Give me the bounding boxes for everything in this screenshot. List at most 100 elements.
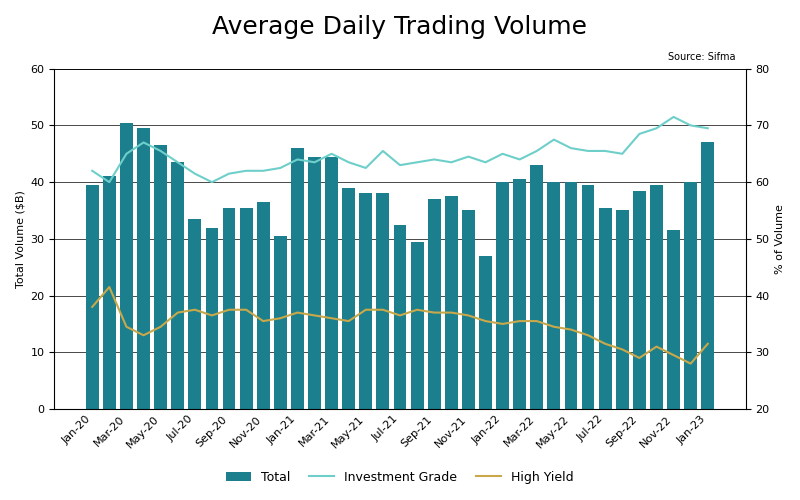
Legend: Total, Investment Grade, High Yield: Total, Investment Grade, High Yield	[222, 466, 578, 489]
Bar	[342, 188, 355, 409]
Bar	[650, 185, 663, 409]
Investment Grade	[549, 136, 558, 142]
Investment Grade	[669, 114, 678, 120]
High Yield	[412, 306, 422, 312]
High Yield	[549, 324, 558, 330]
Investment Grade	[224, 170, 234, 176]
High Yield	[463, 312, 473, 318]
Investment Grade	[138, 140, 148, 145]
Investment Grade	[463, 154, 473, 160]
High Yield	[395, 312, 405, 318]
High Yield	[122, 324, 131, 330]
Investment Grade	[412, 160, 422, 166]
Investment Grade	[344, 160, 354, 166]
Investment Grade	[618, 151, 627, 157]
High Yield	[669, 352, 678, 358]
High Yield	[105, 284, 114, 290]
High Yield	[378, 306, 388, 312]
Bar	[325, 156, 338, 409]
Investment Grade	[190, 170, 200, 176]
Text: Source: Sifma: Source: Sifma	[669, 52, 736, 62]
High Yield	[293, 310, 302, 316]
Bar	[137, 128, 150, 409]
Investment Grade	[361, 165, 370, 171]
High Yield	[703, 341, 713, 347]
Bar	[240, 208, 253, 409]
Bar	[547, 182, 560, 409]
High Yield	[173, 310, 182, 316]
Bar	[410, 242, 423, 409]
Bar	[496, 182, 509, 409]
High Yield	[600, 341, 610, 347]
Investment Grade	[395, 162, 405, 168]
Line: High Yield: High Yield	[92, 287, 708, 364]
Investment Grade	[583, 148, 593, 154]
High Yield	[515, 318, 525, 324]
Investment Grade	[634, 131, 644, 137]
High Yield	[224, 306, 234, 312]
Bar	[120, 122, 133, 409]
Bar	[222, 208, 235, 409]
Investment Grade	[566, 145, 576, 151]
Bar	[394, 224, 406, 409]
High Yield	[618, 346, 627, 352]
High Yield	[207, 312, 217, 318]
Bar	[359, 194, 372, 409]
Bar	[530, 165, 543, 409]
Bar	[479, 256, 492, 409]
Investment Grade	[156, 148, 166, 154]
High Yield	[361, 306, 370, 312]
High Yield	[190, 306, 200, 312]
Investment Grade	[703, 126, 713, 132]
Investment Grade	[430, 156, 439, 162]
High Yield	[686, 360, 695, 366]
High Yield	[327, 316, 337, 322]
Investment Grade	[446, 160, 456, 166]
Y-axis label: % of Volume: % of Volume	[775, 204, 785, 274]
Investment Grade	[515, 156, 525, 162]
High Yield	[634, 355, 644, 361]
Investment Grade	[258, 168, 268, 174]
Bar	[206, 228, 218, 409]
Bar	[308, 156, 321, 409]
Investment Grade	[173, 160, 182, 166]
Bar	[633, 190, 646, 409]
Investment Grade	[327, 151, 337, 157]
Investment Grade	[242, 168, 251, 174]
High Yield	[566, 326, 576, 332]
High Yield	[310, 312, 319, 318]
High Yield	[583, 332, 593, 338]
Bar	[702, 142, 714, 409]
Bar	[667, 230, 680, 409]
Bar	[462, 210, 475, 409]
Investment Grade	[498, 151, 507, 157]
Bar	[565, 182, 578, 409]
High Yield	[138, 332, 148, 338]
Bar	[428, 199, 441, 409]
High Yield	[258, 318, 268, 324]
Bar	[514, 180, 526, 409]
Bar	[86, 185, 98, 409]
High Yield	[532, 318, 542, 324]
High Yield	[430, 310, 439, 316]
Bar	[171, 162, 184, 409]
Bar	[291, 148, 304, 409]
Bar	[377, 194, 390, 409]
Investment Grade	[293, 156, 302, 162]
Bar	[582, 185, 594, 409]
High Yield	[242, 306, 251, 312]
Bar	[189, 219, 202, 409]
Title: Average Daily Trading Volume: Average Daily Trading Volume	[213, 15, 587, 39]
Bar	[103, 176, 116, 409]
High Yield	[275, 316, 285, 322]
Investment Grade	[275, 165, 285, 171]
Bar	[274, 236, 286, 409]
Bar	[598, 208, 611, 409]
Bar	[154, 146, 167, 409]
High Yield	[446, 310, 456, 316]
Investment Grade	[310, 160, 319, 166]
High Yield	[344, 318, 354, 324]
Investment Grade	[122, 151, 131, 157]
High Yield	[652, 344, 662, 349]
Investment Grade	[481, 160, 490, 166]
